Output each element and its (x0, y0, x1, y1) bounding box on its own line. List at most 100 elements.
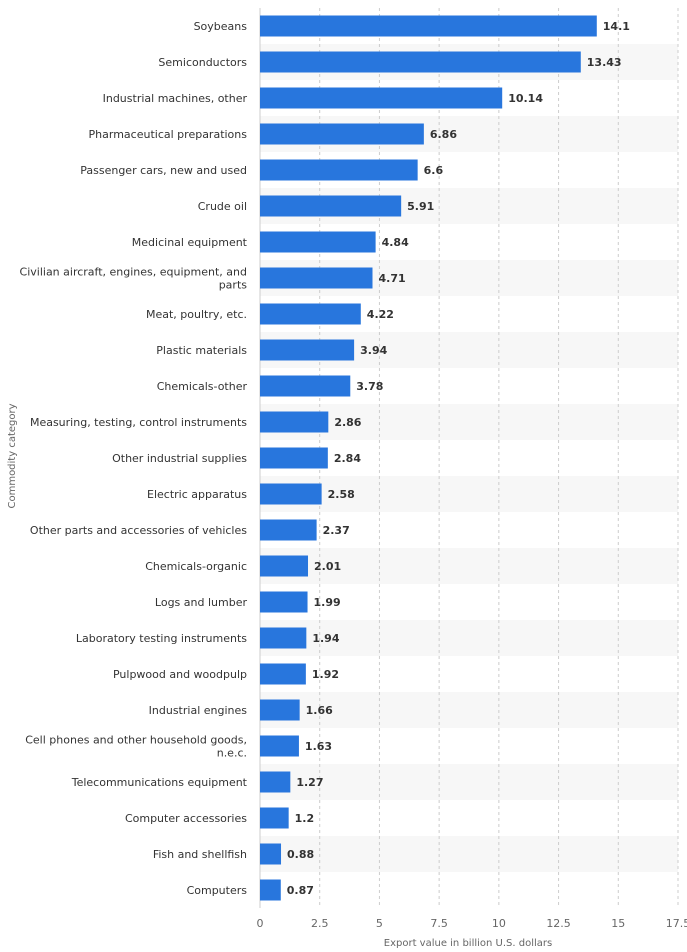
bar (260, 159, 418, 181)
row-band (260, 404, 678, 440)
category-label: Industrial machines, other (103, 92, 248, 105)
category-label-line: Chemicals-organic (145, 560, 247, 573)
category-label-line: Medicinal equipment (132, 236, 248, 249)
category-label: Pulpwood and woodpulp (113, 668, 247, 681)
category-label: Computer accessories (125, 812, 247, 825)
category-label: Plastic materials (156, 344, 247, 357)
category-label: Industrial engines (149, 704, 248, 717)
category-label-line: Computers (187, 884, 248, 897)
bar (260, 87, 503, 109)
category-label-line: Electric apparatus (147, 488, 247, 501)
row-band (260, 836, 678, 872)
bar (260, 771, 291, 793)
bar (260, 51, 581, 73)
data-label: 4.84 (382, 236, 409, 249)
category-label-line: Soybeans (194, 20, 248, 33)
category-label: Other parts and accessories of vehicles (30, 524, 247, 537)
data-label: 2.84 (334, 452, 361, 465)
data-label: 3.78 (356, 380, 383, 393)
category-label: Cell phones and other household goods, n.… (25, 734, 247, 760)
row-band (260, 548, 678, 584)
category-label: Civilian aircraft, engines, equipment, a… (20, 266, 248, 292)
category-label: Measuring, testing, control instruments (30, 416, 247, 429)
category-label-line: Pharmaceutical preparations (89, 128, 248, 141)
value-labels: 14.1 13.43 10.14 6.86 6.6 5.91 4.84 4.71 4.22 3.9… (287, 20, 630, 897)
bars (260, 15, 597, 901)
category-label-line: Semiconductors (158, 56, 247, 69)
category-label-line: Industrial engines (149, 704, 248, 717)
data-label: 2.58 (328, 488, 355, 501)
category-label-line: Chemicals-other (157, 380, 248, 393)
x-tick-label: 0 (257, 917, 264, 930)
category-label: Medicinal equipment (132, 236, 248, 249)
bar (260, 303, 361, 325)
category-label-line: n.e.c. (217, 747, 247, 760)
data-label: 1.63 (305, 740, 332, 753)
data-label: 1.2 (295, 812, 315, 825)
category-label: Pharmaceutical preparations (89, 128, 248, 141)
bar (260, 231, 376, 253)
data-label: 1.92 (312, 668, 339, 681)
category-label: Semiconductors (158, 56, 247, 69)
row-band (260, 692, 678, 728)
category-label-line: Fish and shellfish (153, 848, 247, 861)
data-label: 2.37 (323, 524, 350, 537)
category-label: Telecommunications equipment (71, 776, 248, 789)
category-label: Logs and lumber (155, 596, 248, 609)
data-label: 4.22 (367, 308, 394, 321)
category-label-line: Industrial machines, other (103, 92, 248, 105)
data-label: 6.86 (430, 128, 457, 141)
row-band (260, 764, 678, 800)
category-label: Passenger cars, new and used (80, 164, 247, 177)
x-tick-label: 17.5 (666, 917, 687, 930)
data-label: 2.86 (334, 416, 361, 429)
bar (260, 735, 299, 757)
bar (260, 555, 309, 577)
category-label-line: Other industrial supplies (112, 452, 247, 465)
category-label-line: Meat, poultry, etc. (146, 308, 247, 321)
category-label: Soybeans (194, 20, 248, 33)
category-label-line: Logs and lumber (155, 596, 248, 609)
category-label-line: Computer accessories (125, 812, 247, 825)
data-label: 1.27 (296, 776, 323, 789)
data-label: 4.71 (379, 272, 406, 285)
y-axis-title: Commodity category (7, 403, 18, 508)
category-label-line: Cell phones and other household goods, (25, 734, 247, 747)
x-axis-title: Export value in billion U.S. dollars (384, 938, 552, 949)
category-label-line: Civilian aircraft, engines, equipment, a… (20, 266, 247, 279)
category-label: Electric apparatus (147, 488, 247, 501)
category-label-line: Passenger cars, new and used (80, 164, 247, 177)
x-tick-label: 2.5 (311, 917, 329, 930)
category-labels: Soybeans Semiconductors Industrial machine… (20, 20, 248, 897)
data-label: 5.91 (407, 200, 434, 213)
data-label: 0.88 (287, 848, 314, 861)
x-tick-label: 7.5 (430, 917, 448, 930)
category-label-line: Laboratory testing instruments (76, 632, 247, 645)
category-label-line: Other parts and accessories of vehicles (30, 524, 247, 537)
bar (260, 663, 306, 685)
bar (260, 591, 308, 613)
category-label: Computers (187, 884, 248, 897)
data-label: 2.01 (314, 560, 341, 573)
category-label: Chemicals-other (157, 380, 248, 393)
data-label: 3.94 (360, 344, 387, 357)
bar (260, 267, 373, 289)
bar (260, 699, 300, 721)
data-label: 1.99 (314, 596, 341, 609)
bar (260, 519, 317, 541)
bar (260, 375, 351, 397)
bar (260, 807, 289, 829)
data-label: 10.14 (508, 92, 543, 105)
category-label-line: parts (219, 279, 248, 292)
bar (260, 447, 328, 469)
category-label-line: Plastic materials (156, 344, 247, 357)
data-label: 1.94 (312, 632, 339, 645)
category-label-line: Pulpwood and woodpulp (113, 668, 247, 681)
category-label-line: Crude oil (198, 200, 247, 213)
category-label: Other industrial supplies (112, 452, 247, 465)
bar (260, 879, 281, 901)
row-band (260, 476, 678, 512)
data-label: 6.6 (424, 164, 444, 177)
bar (260, 123, 424, 145)
